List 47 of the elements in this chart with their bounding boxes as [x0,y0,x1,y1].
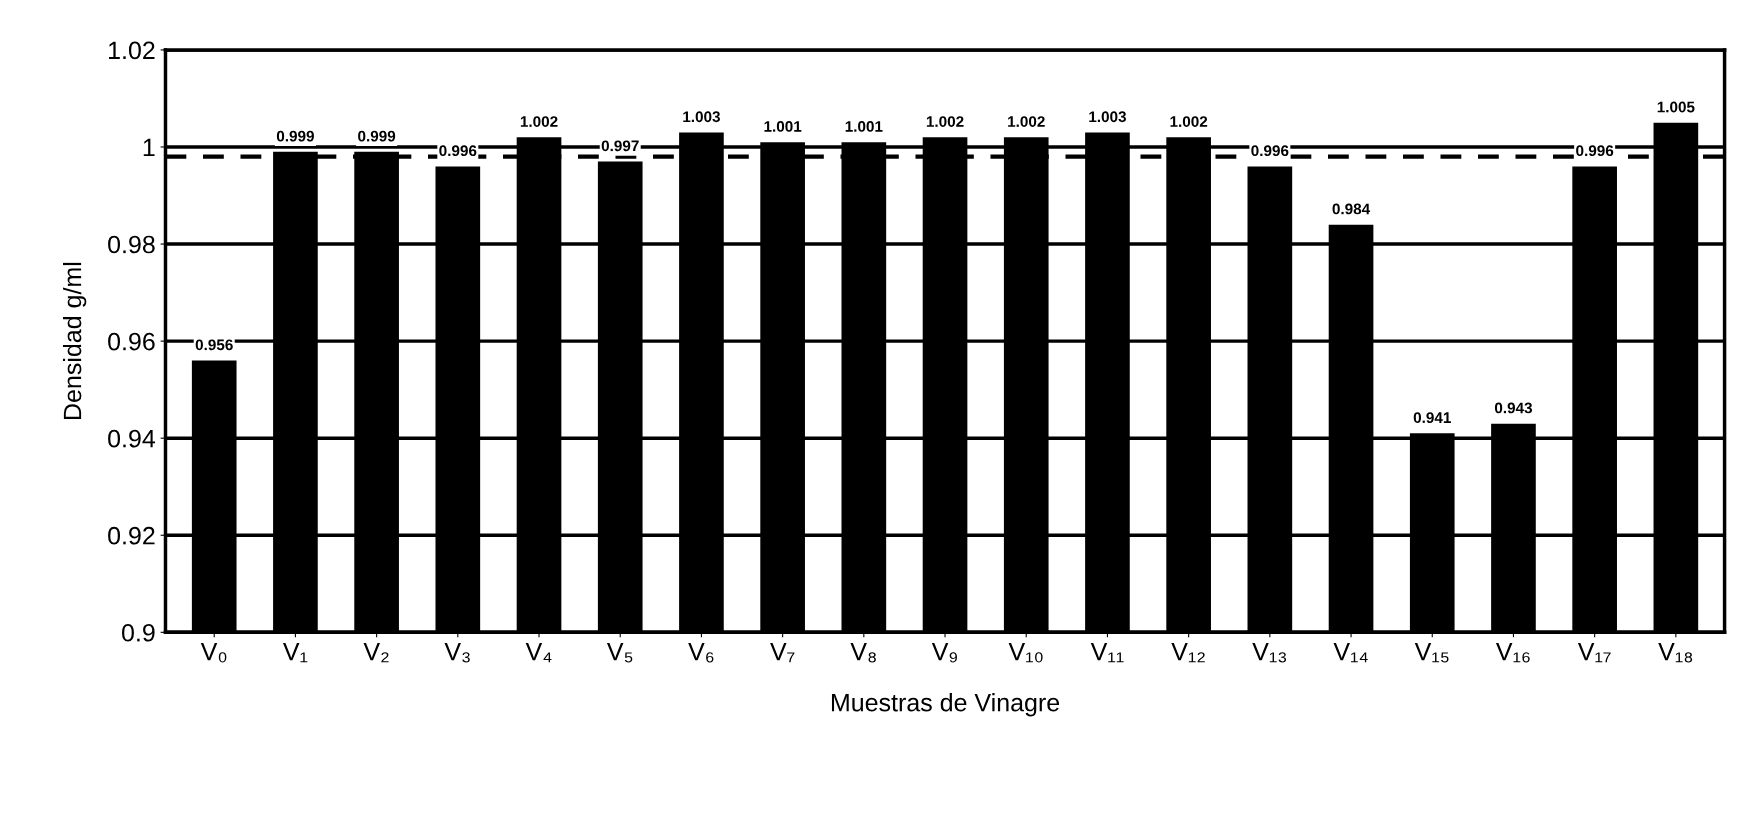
y-tick-label: 0.92 [108,526,155,545]
x-tick-label: V₁₀ [1008,642,1043,663]
data-label: 1.002 [520,116,558,127]
data-label: 0.941 [1413,412,1451,424]
y-tick-label: 1.02 [109,41,155,60]
x-tick-label: V₄ [525,642,552,663]
x-tick-label: V₂ [363,642,389,663]
x-tick-label: V₁₄ [1333,642,1368,663]
x-tick-label: V₀ [200,642,227,663]
x-tick-label: V₁₁ [1090,642,1124,663]
x-tick-label: V₆ [688,642,714,663]
data-label: 1.001 [845,121,883,132]
data-label: 1.002 [1008,116,1045,127]
x-tick-label: V₃ [444,642,470,663]
data-label: 0.956 [195,339,233,351]
data-label: 1.003 [683,111,720,123]
x-tick-label: V₁₈ [1658,642,1693,663]
data-label: 1.002 [926,116,964,127]
y-tick-label: 0.9 [121,623,155,642]
x-tick-label: V₁₃ [1252,642,1287,663]
data-label: 0.996 [1251,145,1289,157]
data-label: 0.996 [439,145,477,157]
x-tick-label: V₁₆ [1495,642,1530,663]
x-tick-label: V₁₇ [1577,642,1611,663]
data-label: 1.001 [764,121,802,132]
x-axis-title: Muestras de Vinagre [831,693,1060,717]
y-tick-label: 1 [143,138,155,157]
x-tick-label: V₁₅ [1414,642,1449,663]
y-tick-label: 0.96 [108,332,155,351]
x-tick-label: V₈ [850,642,876,663]
data-label: 0.999 [358,130,396,142]
y-tick-label: 0.98 [108,235,155,254]
x-tick-label: V₁₂ [1171,642,1205,663]
data-label: 0.997 [601,140,639,152]
x-tick-label: V₉ [931,642,957,663]
data-label: 0.943 [1494,402,1533,414]
data-label: 0.999 [276,130,314,142]
x-tick-label: V₇ [770,642,795,663]
data-label: 1.005 [1657,101,1695,113]
data-label: 1.002 [1170,116,1208,127]
x-tick-label: V₁ [282,642,308,663]
data-label: 0.984 [1332,203,1371,215]
data-label: 1.003 [1089,111,1127,123]
x-tick-label: V₅ [606,642,633,663]
data-label: 0.996 [1576,145,1614,157]
y-tick-label: 0.94 [108,429,156,448]
y-axis-title: Densidad g/ml [62,262,87,419]
